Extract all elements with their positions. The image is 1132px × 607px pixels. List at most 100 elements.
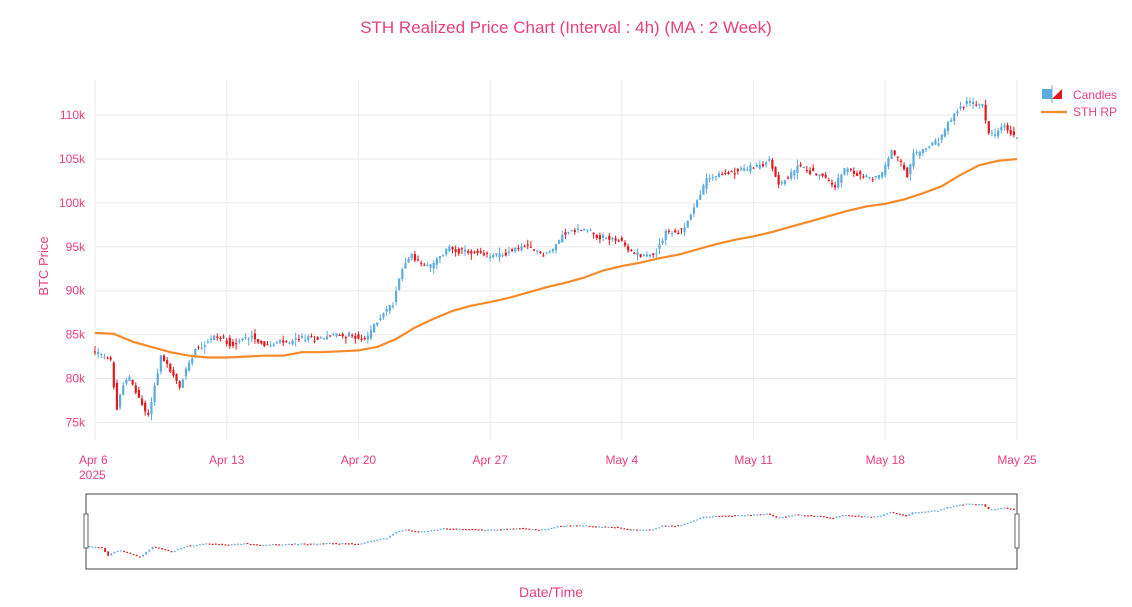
candle[interactable] — [655, 248, 658, 258]
candle[interactable] — [269, 341, 272, 348]
candle[interactable] — [285, 339, 288, 344]
candle[interactable] — [457, 247, 460, 256]
candle[interactable] — [551, 248, 554, 254]
candle[interactable] — [260, 340, 263, 345]
candle[interactable] — [294, 332, 297, 347]
candle[interactable] — [968, 97, 972, 107]
candle[interactable] — [401, 267, 404, 282]
candle[interactable] — [971, 97, 975, 109]
candle[interactable] — [953, 113, 956, 126]
candle[interactable] — [978, 103, 981, 109]
candle[interactable] — [912, 148, 915, 170]
candle[interactable] — [231, 339, 235, 348]
candle[interactable] — [859, 169, 862, 180]
candle[interactable] — [993, 128, 997, 138]
candle[interactable] — [187, 359, 191, 372]
candle[interactable] — [369, 325, 373, 341]
candle[interactable] — [235, 338, 238, 350]
candle[interactable] — [128, 374, 131, 382]
candle[interactable] — [507, 246, 511, 256]
candle[interactable] — [852, 167, 856, 177]
candle[interactable] — [137, 386, 141, 398]
candle[interactable] — [250, 330, 253, 343]
candle[interactable] — [667, 228, 670, 235]
candle[interactable] — [304, 334, 307, 343]
candle[interactable] — [485, 251, 489, 258]
candle[interactable] — [652, 253, 655, 258]
candle[interactable] — [313, 335, 316, 344]
candle[interactable] — [476, 248, 479, 256]
candle[interactable] — [435, 256, 438, 270]
candle[interactable] — [329, 335, 332, 338]
candle[interactable] — [448, 244, 451, 253]
candle[interactable] — [708, 174, 711, 183]
candle[interactable] — [579, 229, 583, 231]
candle[interactable] — [658, 238, 661, 255]
candle[interactable] — [404, 257, 407, 269]
candle[interactable] — [376, 322, 379, 328]
candle[interactable] — [921, 148, 925, 156]
candle[interactable] — [510, 247, 514, 252]
candle[interactable] — [683, 222, 686, 237]
candle[interactable] — [739, 165, 743, 172]
candle[interactable] — [282, 335, 285, 347]
candle[interactable] — [373, 323, 376, 333]
candle[interactable] — [636, 248, 639, 261]
candle[interactable] — [150, 397, 153, 421]
main-plot-area[interactable] — [93, 97, 1019, 421]
candle[interactable] — [360, 334, 363, 342]
candle[interactable] — [166, 357, 169, 368]
candle[interactable] — [272, 342, 275, 347]
candle[interactable] — [749, 162, 752, 175]
candle[interactable] — [473, 250, 476, 254]
candle[interactable] — [576, 223, 580, 233]
candle[interactable] — [705, 173, 708, 194]
candle[interactable] — [495, 253, 498, 258]
candle[interactable] — [680, 227, 683, 235]
candle[interactable] — [834, 182, 837, 191]
candle[interactable] — [862, 173, 865, 179]
candle[interactable] — [896, 156, 899, 162]
candle[interactable] — [727, 170, 730, 175]
candle[interactable] — [106, 356, 109, 360]
candle[interactable] — [987, 120, 990, 135]
candle[interactable] — [407, 256, 410, 263]
legend[interactable]: Candles STH RP — [1041, 85, 1117, 119]
candle[interactable] — [799, 162, 802, 168]
candle[interactable] — [752, 166, 755, 169]
candle[interactable] — [344, 335, 347, 344]
candle[interactable] — [332, 332, 335, 336]
candle[interactable] — [545, 251, 548, 255]
candle[interactable] — [940, 134, 943, 144]
candle[interactable] — [702, 183, 705, 195]
legend-item-candles[interactable]: Candles — [1042, 85, 1117, 103]
candle[interactable] — [818, 174, 821, 180]
candle[interactable] — [777, 171, 780, 189]
candle[interactable] — [586, 229, 589, 233]
candle[interactable] — [398, 278, 401, 291]
candle[interactable] — [300, 333, 304, 339]
candle[interactable] — [997, 127, 1000, 140]
candle[interactable] — [125, 378, 128, 386]
candle[interactable] — [837, 173, 840, 190]
candle[interactable] — [583, 228, 586, 231]
candle[interactable] — [567, 231, 570, 235]
candle[interactable] — [445, 247, 448, 257]
candle[interactable] — [950, 117, 953, 122]
candle[interactable] — [322, 337, 326, 340]
candle[interactable] — [203, 341, 206, 354]
candle[interactable] — [388, 304, 391, 315]
candle[interactable] — [438, 255, 442, 264]
candle[interactable] — [570, 229, 573, 232]
candle[interactable] — [855, 170, 859, 177]
candle[interactable] — [178, 380, 181, 390]
candle[interactable] — [758, 160, 761, 170]
candle[interactable] — [830, 179, 834, 188]
candle[interactable] — [595, 234, 598, 240]
candle[interactable] — [156, 368, 159, 386]
candle[interactable] — [184, 366, 188, 381]
candle[interactable] — [554, 243, 558, 254]
range-slider-frame[interactable] — [85, 493, 1018, 570]
candle[interactable] — [724, 169, 727, 176]
candle[interactable] — [984, 99, 987, 124]
